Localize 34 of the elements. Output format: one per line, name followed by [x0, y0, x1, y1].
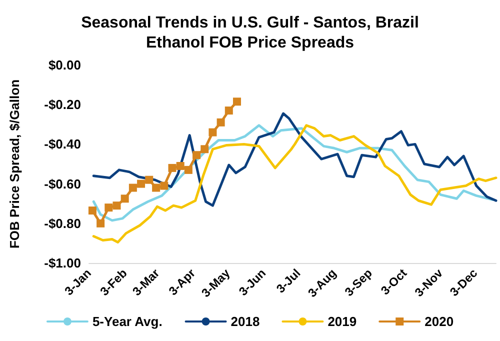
- legend-label: 2020: [424, 314, 454, 329]
- y-tick-label: -$0.20: [44, 97, 81, 112]
- point: [128, 184, 137, 192]
- point: [112, 202, 121, 210]
- point: [104, 204, 113, 212]
- line-series: [92, 124, 498, 244]
- y-axis-title: FOB Price Spread, $/Gallon: [7, 79, 22, 249]
- point: [200, 145, 209, 154]
- chart-title: Seasonal Trends in U.S. Gulf - Santos, Brazil Ethanol FOB Price Spreads: [81, 14, 419, 52]
- y-tick-label: $0.00: [48, 58, 81, 72]
- line-series: [92, 112, 498, 207]
- point: [233, 98, 241, 106]
- point: [137, 180, 146, 188]
- y-tick-label: -$1.00: [44, 256, 81, 270]
- point: [168, 164, 176, 172]
- point: [96, 219, 105, 228]
- point: [160, 182, 168, 190]
- point: [216, 118, 225, 126]
- y-tick-label: -$0.80: [44, 216, 81, 231]
- legend-label: 2018: [230, 314, 260, 329]
- point: [152, 184, 160, 192]
- y-tick-label: -$0.40: [44, 136, 81, 152]
- point: [224, 106, 233, 115]
- point: [120, 194, 129, 203]
- point: [192, 151, 201, 160]
- point: [176, 162, 184, 170]
- point: [184, 166, 192, 174]
- legend-label: 5-Year Avg.: [92, 314, 162, 329]
- point: [208, 128, 217, 136]
- y-tick-label: -$0.60: [44, 176, 81, 192]
- point: [88, 206, 96, 215]
- line-series: [92, 124, 494, 222]
- point: [145, 176, 154, 184]
- legend-label: 2019: [328, 314, 357, 329]
